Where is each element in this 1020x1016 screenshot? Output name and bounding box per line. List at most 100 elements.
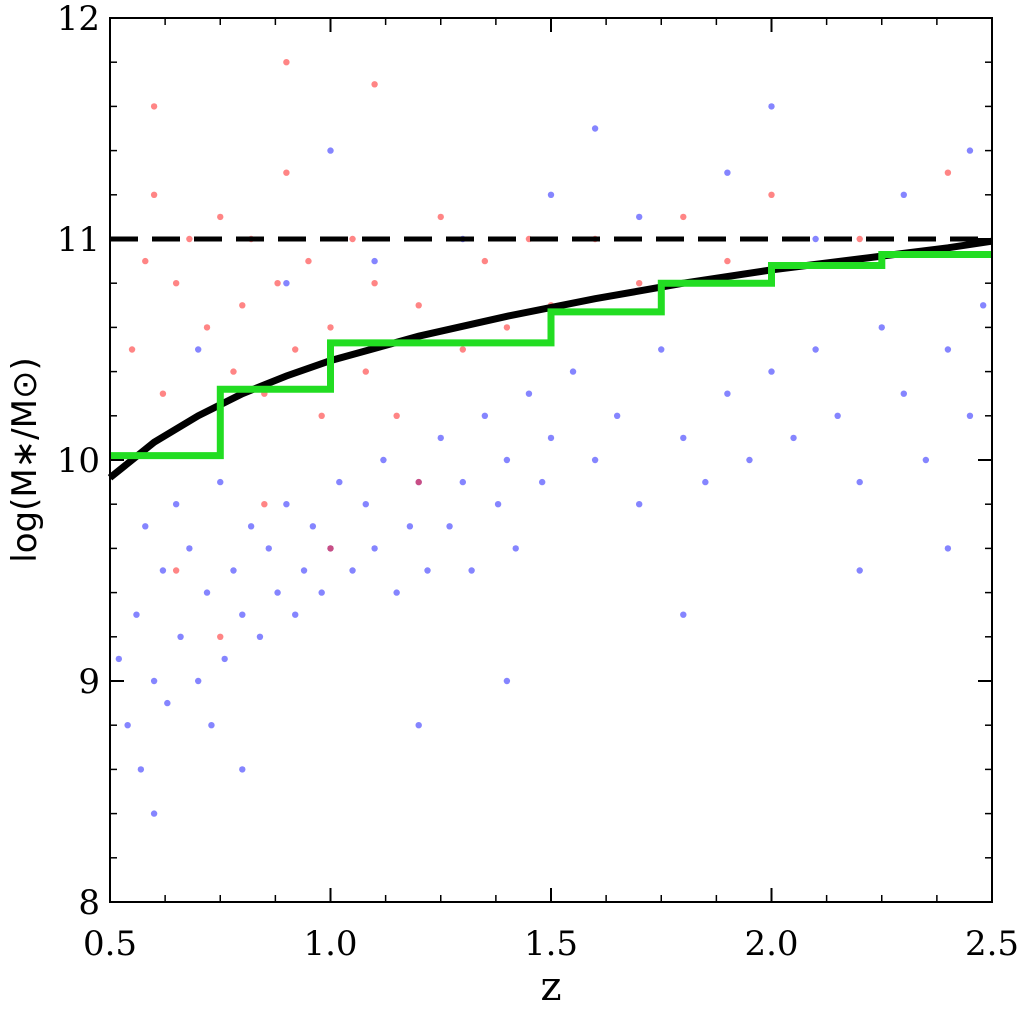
scatter-point-s0-80 [503,677,511,685]
scatter-point-s0-73 [636,213,643,221]
scatter-point-s0-44 [512,545,519,552]
scatter-point-s0-68 [195,346,202,353]
scatter-point-s0-54 [702,478,709,486]
scatter-point-s0-85 [591,125,599,132]
black-fit-curve [107,237,993,481]
scatter-point-s0-81 [680,611,687,618]
scatter-point-s1-23 [415,302,422,309]
scatter-point-s0-75 [812,235,819,243]
scatter-point-s0-25 [309,523,317,530]
scatter-point-s0-57 [768,368,775,375]
scatter-point-s0-19 [256,633,264,640]
scatter-point-s0-23 [292,611,299,618]
scatter-point-s0-50 [613,412,621,419]
scatter-point-s0-79 [415,722,422,729]
scatter-point-s0-15 [221,655,228,663]
scatter-point-s1-8 [217,213,224,221]
x-tick-label: 1.5 [524,924,578,964]
scatter-point-s0-52 [658,346,665,353]
scatter-point-s1-17 [318,412,325,419]
scatter-point-s0-46 [538,478,546,486]
y-tick-label: 11 [57,220,100,260]
scatter-point-s1-18 [327,324,334,331]
scatter-point-s1-27 [503,324,511,331]
scatter-point-s0-64 [922,456,930,464]
scatter-point-s1-1 [142,257,149,265]
x-tick-label: 2.0 [744,924,798,964]
scatter-point-s0-39 [459,478,466,486]
scatter-point-s0-51 [636,501,643,508]
scatter-point-s1-35 [856,235,863,243]
scatter-point-s0-21 [274,589,281,596]
scatter-point-s1-16 [305,257,312,265]
scatter-point-s0-38 [446,523,453,530]
scatter-point-s0-65 [944,346,952,353]
scatter-point-s1-32 [680,213,687,221]
labels-layer: 0.5 1.0 1.5 2.0 2.5 8 9 10 11 12 [57,0,1019,964]
green-step-line [110,251,992,460]
scatter-point-s0-86 [768,103,775,110]
scatter-point-s0-63 [900,390,907,397]
scatter-point-s0-78 [239,766,246,773]
scatter-point-s0-48 [569,368,577,375]
scatter-point-s1-13 [274,280,281,287]
scatter-point-s0-87 [966,147,974,154]
scatter-point-s1-31 [636,280,643,287]
scatter-point-s0-6 [159,567,167,574]
scatter-point-s0-33 [393,589,400,596]
scatter-point-s0-69 [283,280,290,287]
scatter-point-s0-61 [856,478,863,486]
scatter-point-s0-17 [239,611,246,618]
scatter-point-s1-9 [230,368,237,375]
scatter-point-s0-56 [746,456,753,464]
scatter-point-s1-7 [203,324,211,331]
scatter-point-s1-26 [481,257,489,265]
scatter-point-s0-76 [900,191,907,198]
scatter-point-s0-62 [878,324,885,331]
scatter-point-s0-29 [349,567,356,574]
scatter-point-s0-74 [724,169,731,176]
scatter-point-s1-4 [172,280,180,287]
y-tick-label: 12 [57,0,100,39]
scatter-point-s0-45 [525,390,533,397]
x-tick-label: 0.5 [83,924,137,964]
scatter-point-s1-36 [944,169,952,176]
scatter-point-s0-67 [979,302,987,309]
scatter-point-s1-41 [217,633,224,640]
scatter-point-s1-19 [349,235,356,243]
y-tick-label: 9 [78,662,100,702]
y-axis-title: log(M∗/M⊙) [5,357,45,562]
scatter-point-s0-72 [547,191,555,198]
scatter-point-s0-53 [680,434,687,442]
scatter-point-s1-39 [327,545,334,552]
ticks-layer [109,17,993,903]
scatter-point-s0-60 [834,412,841,419]
scatter-point-s1-15 [292,346,299,353]
scatter-point-s1-42 [150,103,158,110]
scatter-point-s1-34 [768,191,775,198]
scatter-point-s1-5 [186,235,193,243]
scatter-point-s1-2 [150,191,158,198]
scatter-point-s0-20 [265,545,272,552]
scatter-point-s0-13 [208,722,215,729]
scatter-point-s0-31 [371,545,378,552]
scatter-point-s1-22 [393,412,400,419]
scatter-point-s0-84 [327,147,334,154]
y-tick-label: 8 [78,883,100,923]
scatter-point-s0-30 [362,501,369,508]
scatter-point-s0-28 [336,478,343,486]
scatter-point-s0-10 [186,545,193,552]
scatter-point-s1-3 [159,390,167,397]
scatter-point-s0-7 [164,699,171,707]
x-axis-title: z [540,964,561,1010]
scatter-point-s1-21 [371,280,378,287]
scatter-point-s1-14 [283,169,290,176]
scatter-point-s0-49 [591,456,599,464]
scatter-point-s0-0 [115,655,123,663]
scatter-point-s0-43 [503,456,511,464]
lines-layer [107,236,993,481]
scatter-point-s0-55 [724,390,731,397]
scatter-point-s0-40 [468,567,475,574]
scatter-point-s1-25 [459,346,466,353]
